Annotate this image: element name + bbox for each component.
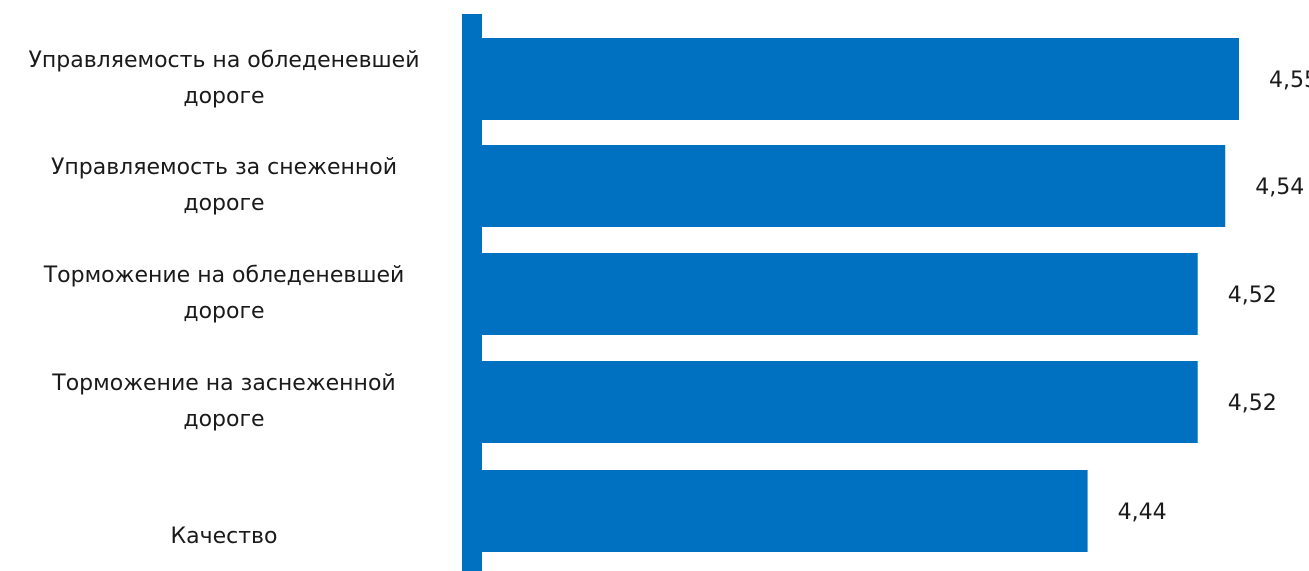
category-label-2-line-0: Торможение на обледеневшей xyxy=(43,263,405,288)
category-label-0-line-1: дороге xyxy=(183,84,264,109)
bars-layer xyxy=(482,38,1239,552)
category-label-4-line-0: Качество xyxy=(171,524,278,549)
category-label-2-line-1: дороге xyxy=(183,299,264,324)
bar-4 xyxy=(482,470,1088,552)
bar-1 xyxy=(482,145,1226,227)
category-labels-layer: Управляемость на обледеневшей дорогеУправ… xyxy=(28,48,419,549)
value-label-1: 4,54 xyxy=(1255,175,1304,200)
category-label-0: Управляемость на обледеневшей дороге xyxy=(28,48,419,109)
value-label-2: 4,52 xyxy=(1228,283,1277,308)
category-label-0-line-0: Управляемость на обледеневшей xyxy=(28,48,419,73)
bar-0 xyxy=(482,38,1239,120)
category-label-1: Управляемость за снеженной дороге xyxy=(51,155,397,216)
value-label-4: 4,44 xyxy=(1118,500,1167,525)
value-label-3: 4,52 xyxy=(1228,391,1277,416)
category-label-4: Качество xyxy=(171,524,278,549)
bar-3 xyxy=(482,361,1198,443)
category-label-3-line-0: Торможение на заснеженной xyxy=(51,371,395,396)
category-label-3-line-1: дороге xyxy=(183,407,264,432)
category-label-1-line-1: дороге xyxy=(183,191,264,216)
value-label-0: 4,55 xyxy=(1269,68,1309,93)
category-label-3: Торможение на заснеженной дороге xyxy=(51,371,395,432)
category-label-2: Торможение на обледеневшей дороге xyxy=(43,263,405,324)
bar-2 xyxy=(482,253,1198,335)
category-label-1-line-0: Управляемость за снеженной xyxy=(51,155,397,180)
category-axis-line xyxy=(462,14,482,571)
value-labels-layer: 4,55 4,54 4,52 4,52 4,44 xyxy=(1118,68,1309,525)
